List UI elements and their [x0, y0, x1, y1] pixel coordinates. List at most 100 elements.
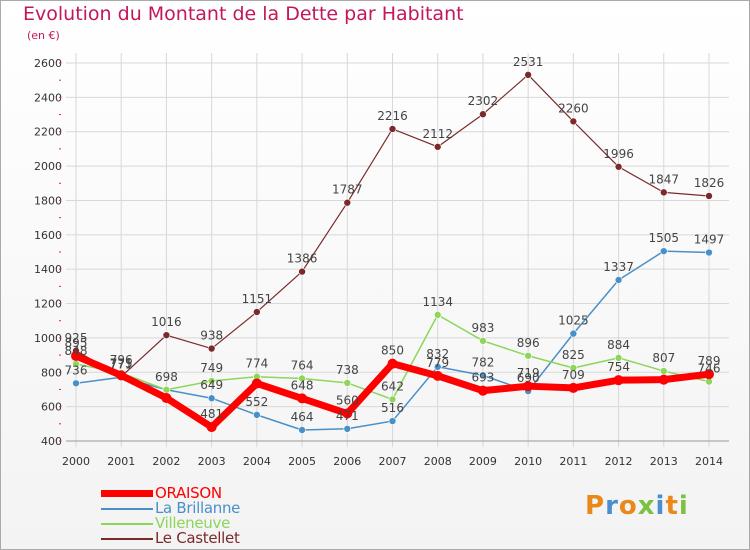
data-point	[297, 393, 308, 404]
y-tick-label: 2400	[34, 91, 62, 104]
data-label: 807	[652, 351, 675, 365]
data-label: 775	[110, 357, 133, 371]
x-tick-label: 2004	[243, 455, 271, 468]
data-label: 754	[607, 360, 630, 374]
logo-letter: o	[618, 491, 638, 521]
data-label: 779	[426, 356, 449, 370]
data-point	[161, 393, 172, 404]
data-label: 648	[291, 378, 314, 392]
data-point	[659, 247, 668, 255]
x-tick-label: 2002	[152, 455, 180, 468]
data-label: 782	[471, 355, 494, 369]
x-tick-label: 2013	[650, 455, 678, 468]
legend-swatch	[101, 508, 153, 510]
data-point	[388, 417, 397, 425]
y-tick-label: 2200	[34, 126, 62, 139]
data-point	[162, 385, 171, 394]
logo-letter: P	[585, 491, 606, 521]
x-tick-label: 2003	[198, 455, 226, 468]
y-tick-label: 2000	[34, 160, 62, 173]
data-point	[116, 370, 127, 381]
data-label: 2302	[468, 94, 499, 108]
data-label: 746	[698, 362, 721, 376]
x-tick-label: 2006	[333, 455, 361, 468]
y-tick-label: 1600	[34, 229, 62, 242]
x-tick-label: 2014	[695, 455, 723, 468]
data-point	[388, 395, 397, 404]
data-labels: 895 481 648 560 850 779 693 719 709 754 789 736 771 6…	[65, 55, 725, 424]
y-tick-label: 1400	[34, 263, 62, 276]
y-tick-label: 2600	[34, 57, 62, 70]
data-point	[207, 394, 216, 403]
data-label: 1134	[422, 295, 453, 309]
data-label: 516	[381, 401, 404, 415]
data-label: 698	[155, 370, 178, 384]
y-tick-label: 600	[41, 401, 62, 414]
data-label: 825	[562, 348, 585, 362]
data-point	[705, 248, 713, 257]
data-label: 719	[517, 366, 540, 380]
data-point	[433, 362, 442, 371]
data-label: 552	[245, 395, 268, 409]
data-label: 693	[471, 371, 494, 385]
data-point	[432, 370, 443, 381]
data-label: 2531	[513, 55, 544, 69]
data-point	[569, 329, 578, 338]
data-label: 771	[110, 357, 133, 371]
data-label: 1826	[694, 176, 725, 190]
data-point	[343, 198, 352, 207]
proxiti-logo: Proxiti	[585, 491, 689, 521]
data-point	[524, 351, 532, 360]
data-label: 690	[517, 371, 540, 385]
data-label: 464	[291, 410, 314, 424]
data-label: 738	[336, 363, 359, 377]
legend-label: Le Castellet	[155, 529, 240, 547]
legend-label: ORAISON	[155, 484, 222, 502]
x-tick-label: 2008	[424, 455, 452, 468]
y-tick-label: 1200	[34, 298, 62, 311]
data-point	[659, 367, 668, 375]
data-point	[479, 110, 487, 119]
data-point	[479, 371, 487, 380]
y-tick-label: 1000	[34, 332, 62, 345]
y-tick-label: 1800	[34, 194, 62, 207]
data-label: 774	[245, 357, 268, 371]
data-point	[343, 425, 352, 433]
logo-letter: t	[665, 491, 679, 521]
data-label: 560	[336, 394, 359, 408]
data-point	[433, 143, 442, 151]
data-point	[568, 382, 579, 393]
data-label: 749	[200, 361, 223, 375]
data-label: 895	[65, 336, 88, 350]
data-point	[704, 369, 714, 380]
data-label: 1787	[332, 183, 363, 197]
data-label: 796	[110, 353, 133, 367]
logo-letter: x	[637, 491, 656, 521]
data-point	[524, 71, 532, 79]
data-label: 709	[562, 368, 585, 382]
data-point	[72, 379, 80, 388]
data-label: 983	[471, 321, 494, 335]
data-point	[614, 276, 623, 284]
data-point	[206, 422, 217, 433]
data-point	[433, 311, 442, 319]
data-point	[207, 344, 216, 353]
x-tick-label: 2005	[288, 455, 316, 468]
data-label: 832	[426, 347, 449, 361]
data-point	[207, 377, 216, 385]
data-point	[253, 411, 261, 419]
data-point	[523, 381, 534, 392]
data-point	[298, 267, 306, 276]
x-tick-label: 2001	[107, 455, 135, 468]
data-label: 1847	[649, 172, 680, 186]
data-point	[342, 408, 353, 419]
legend-label: Villeneuve	[155, 514, 231, 532]
data-label: 642	[381, 379, 404, 393]
data-label: 764	[291, 358, 314, 372]
data-label: 1386	[287, 252, 318, 266]
data-label: 736	[65, 363, 88, 377]
data-label: 2216	[377, 109, 408, 123]
logo-letter: r	[605, 491, 619, 521]
data-point	[658, 374, 669, 385]
